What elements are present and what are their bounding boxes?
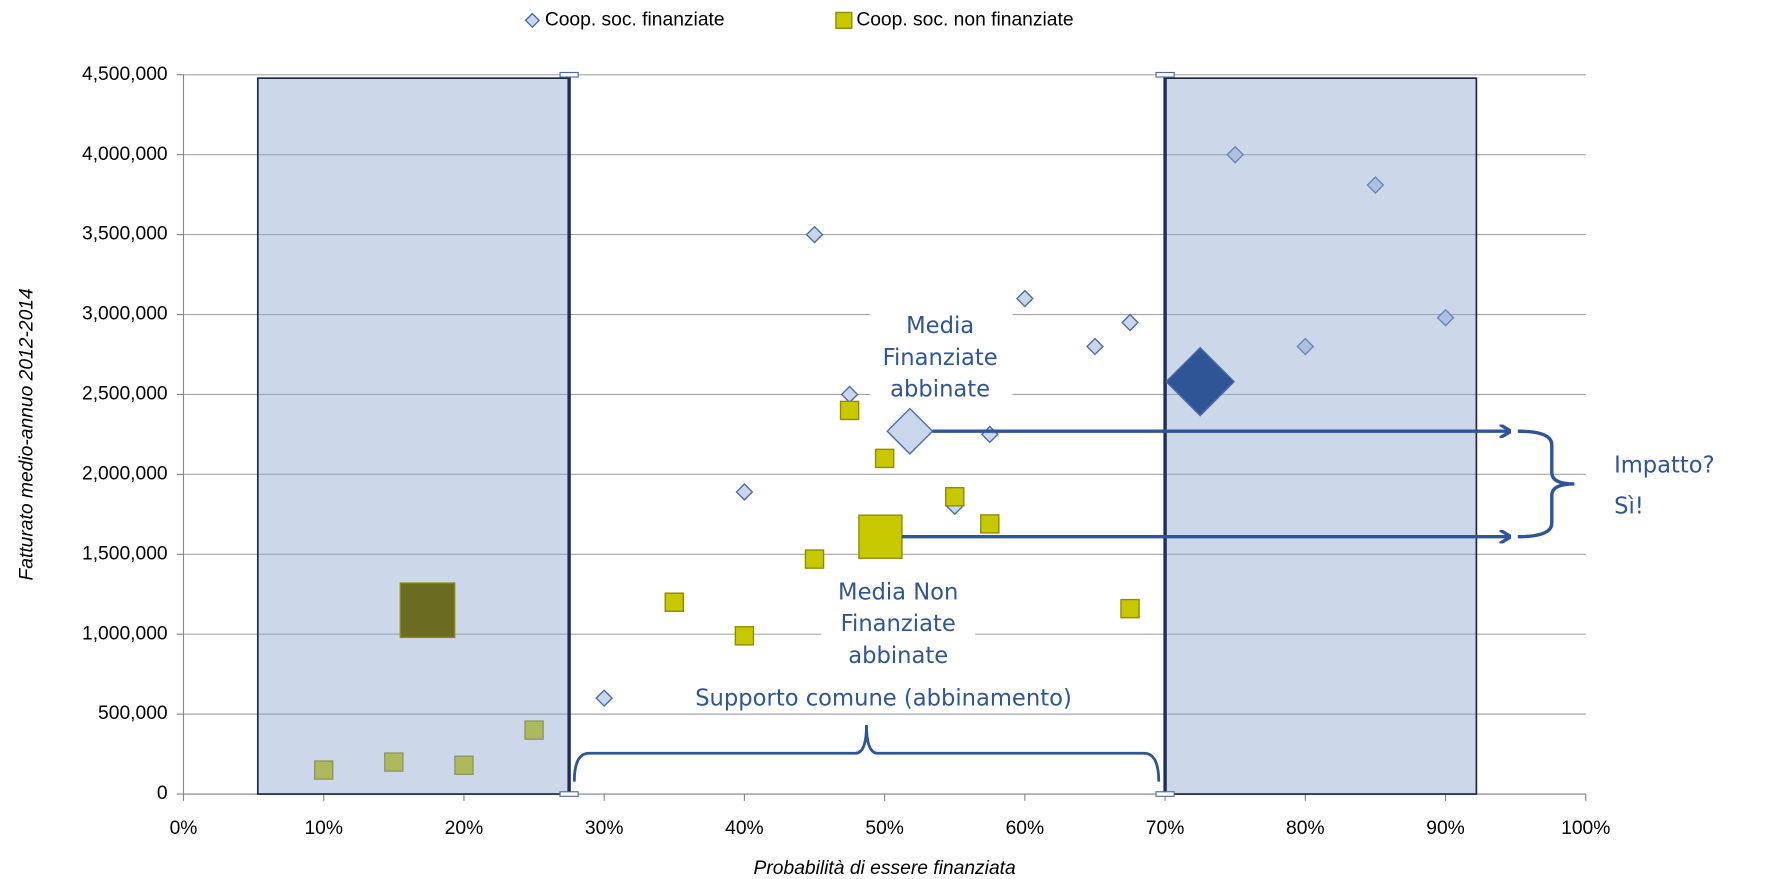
support-brace xyxy=(572,724,1161,782)
x-tick-label: 100% xyxy=(1561,818,1610,839)
x-tick-label: 40% xyxy=(725,818,764,839)
marker-square xyxy=(945,486,965,507)
y-axis-label: Fatturato medio-annuo 2012-2014 xyxy=(16,288,37,580)
annotation-line: abbinate xyxy=(848,642,948,668)
marker-diamond xyxy=(805,225,824,244)
annotation-line: Finanziate xyxy=(841,611,956,637)
y-tick-label: 4,500,000 xyxy=(82,64,168,85)
y-tick-label: 3,500,000 xyxy=(82,224,168,245)
marker-diamond xyxy=(595,689,614,708)
x-tick-label: 20% xyxy=(445,818,484,839)
marker-square xyxy=(835,11,853,29)
marker-square xyxy=(454,755,474,776)
marker-diamond xyxy=(1366,176,1385,194)
annotation-line: Media Non xyxy=(838,579,958,605)
marker-square xyxy=(1120,598,1140,619)
marker-square xyxy=(839,400,860,421)
marker-square xyxy=(399,582,456,639)
boundary-cap xyxy=(559,791,579,797)
x-tick-label: 10% xyxy=(304,818,343,839)
annotation-line: Sì! xyxy=(1614,493,1644,519)
marker-diamond xyxy=(1436,308,1455,327)
marker-square xyxy=(980,514,1000,534)
x-tick-label: 0% xyxy=(170,818,198,839)
marker-diamond xyxy=(980,425,999,444)
marker-diamond xyxy=(1086,337,1104,356)
annotation: Supporto comune (abbinamento) xyxy=(695,685,1072,711)
annotation: Media Non Finanziate abbinate xyxy=(838,579,958,668)
impact-brace xyxy=(1517,429,1575,539)
x-tick-label: 30% xyxy=(585,818,624,839)
y-tick-label: 3,000,000 xyxy=(82,304,168,325)
marker-square xyxy=(664,592,685,612)
marker-square xyxy=(858,514,903,559)
y-tick-label: 2,500,000 xyxy=(82,384,168,405)
annotation-bg xyxy=(869,308,1013,406)
annotation-line: Finanziate xyxy=(883,344,998,370)
y-tick-label: 500,000 xyxy=(98,703,168,724)
region xyxy=(1164,77,1478,795)
annotation: Media Finanziate abbinate xyxy=(883,313,998,402)
marker-square xyxy=(874,448,895,469)
annotation-line: abbinate xyxy=(890,376,990,402)
legend-label: Coop. soc. finanziate xyxy=(545,9,725,30)
marker-diamond xyxy=(886,407,934,455)
marker-diamond xyxy=(735,483,754,501)
y-tick-label: 2,000,000 xyxy=(82,463,168,484)
y-tick-label: 4,000,000 xyxy=(82,144,168,165)
marker-square xyxy=(524,720,544,740)
x-tick-label: 60% xyxy=(1006,818,1045,839)
boundary-cap xyxy=(559,71,579,78)
region xyxy=(256,77,570,795)
boundary-cap xyxy=(1155,71,1175,78)
x-tick-label: 70% xyxy=(1146,818,1185,839)
legend-label: Coop. soc. non finanziate xyxy=(856,9,1073,30)
annotation-line: Media xyxy=(906,313,974,339)
marker-diamond xyxy=(524,12,541,29)
y-tick-label: 1,000,000 xyxy=(82,623,168,644)
marker-square xyxy=(384,752,404,772)
y-tick-label: 0 xyxy=(157,783,168,804)
marker-diamond xyxy=(1121,313,1139,332)
x-tick-label: 50% xyxy=(865,818,904,839)
annotation: Impatto? Sì! xyxy=(1614,452,1715,519)
marker-square xyxy=(804,549,825,569)
annotation-line: Impatto? xyxy=(1614,452,1715,478)
x-axis-label: Probabilità di essere finanziata xyxy=(754,858,1016,879)
marker-diamond xyxy=(1226,145,1245,164)
marker-diamond xyxy=(840,385,859,404)
x-tick-label: 80% xyxy=(1286,818,1325,839)
boundary-cap xyxy=(1155,791,1175,797)
marker-diamond xyxy=(1165,346,1236,417)
x-tick-label: 90% xyxy=(1426,818,1465,839)
annotation-bg xyxy=(821,574,976,672)
marker-diamond xyxy=(1296,337,1315,356)
marker-square xyxy=(734,626,755,646)
marker-diamond xyxy=(1015,289,1034,308)
y-tick-label: 1,500,000 xyxy=(82,543,168,564)
marker-square xyxy=(313,760,334,780)
